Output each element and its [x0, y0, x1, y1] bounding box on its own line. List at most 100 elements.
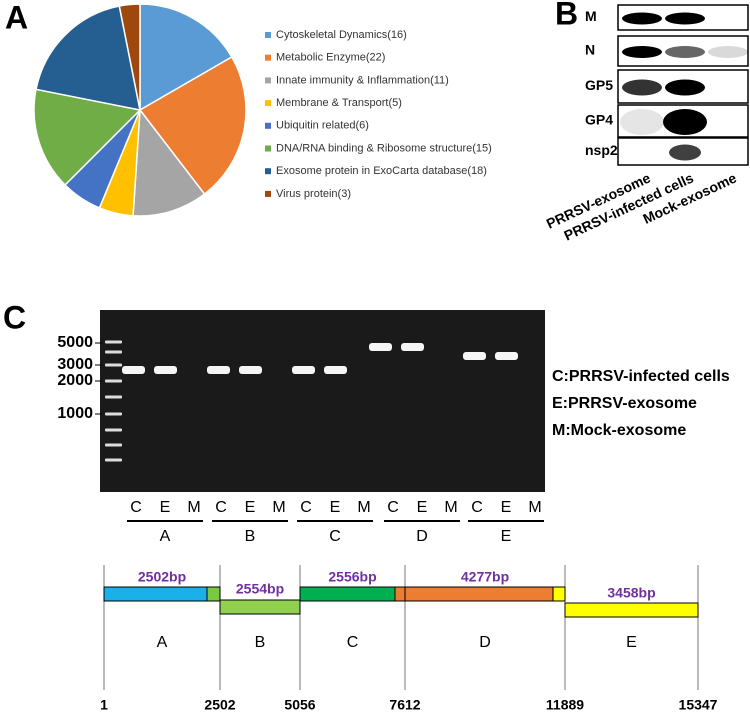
map-position: 2502	[204, 697, 235, 713]
group-label: E	[501, 528, 512, 545]
fragment-size: 4277bp	[461, 569, 509, 585]
gel-legend: C:PRRSV-infected cells	[552, 368, 730, 385]
legend-swatch	[265, 32, 271, 38]
lane-label: E	[330, 499, 341, 516]
lane-label: C	[300, 499, 312, 516]
blot-band	[622, 46, 662, 58]
group-label: B	[245, 528, 256, 545]
gel-band	[463, 352, 486, 360]
blot-band	[665, 46, 705, 58]
legend-swatch	[265, 168, 271, 175]
map-position: 15347	[679, 697, 718, 713]
fragment-letter: A	[157, 634, 168, 651]
lane-label: M	[272, 499, 285, 516]
fragment-letter: C	[347, 634, 359, 651]
blot-band	[622, 12, 662, 25]
ladder-band	[105, 363, 122, 367]
map-fragment	[552, 586, 566, 602]
map-fragment	[103, 586, 208, 602]
group-label: A	[160, 528, 171, 545]
ladder-label: 3000	[57, 356, 93, 373]
legend-label: Membrane & Transport(5)	[276, 97, 402, 109]
gel-band	[495, 352, 518, 360]
map-position: 11889	[546, 697, 584, 713]
ladder-band	[105, 443, 122, 447]
legend-label: Cytoskeletal Dynamics(16)	[276, 29, 407, 41]
gel-band	[292, 366, 315, 374]
legend-swatch	[265, 190, 271, 197]
legend-swatch	[265, 77, 271, 84]
legend-label: Metabolic Enzyme(22)	[276, 52, 385, 64]
panel-label: A	[5, 0, 28, 35]
pie-slice	[138, 55, 247, 196]
lane-label: M	[528, 499, 541, 516]
legend-swatch	[265, 100, 271, 107]
map-position: 1	[100, 697, 108, 713]
blot-band	[669, 144, 701, 161]
ladder-band	[105, 379, 122, 383]
blot-row-label: N	[585, 42, 595, 58]
lane-label: E	[160, 499, 171, 516]
gel-band	[122, 366, 145, 374]
fragment-size: 3458bp	[607, 585, 655, 601]
fragment-size: 2556bp	[328, 569, 376, 585]
blot-band	[620, 109, 664, 135]
blot-band	[663, 109, 707, 135]
fragment-letter: B	[255, 634, 266, 651]
gel-band	[369, 343, 392, 351]
fragment-size: 2502bp	[138, 569, 186, 585]
group-label: D	[416, 528, 428, 545]
blot-band	[708, 46, 748, 58]
gel-legend: M:Mock-exosome	[552, 422, 686, 439]
group-label: C	[329, 528, 341, 545]
ladder-band	[105, 412, 122, 416]
legend-swatch	[265, 54, 271, 61]
gel-legend: E:PRRSV-exosome	[552, 395, 697, 412]
legend-swatch	[265, 145, 271, 152]
legend-swatch	[265, 122, 271, 129]
blot-row-label: GP5	[585, 77, 613, 93]
panel-label: C	[3, 299, 26, 335]
blot-band	[622, 79, 662, 96]
lane-label: E	[245, 499, 256, 516]
ladder-band	[105, 340, 122, 344]
gel-band	[239, 366, 262, 374]
map-position: 5056	[284, 697, 315, 713]
pie-slice	[33, 88, 142, 187]
lane-label: M	[444, 499, 457, 516]
legend-label: DNA/RNA binding & Ribosome structure(15)	[276, 142, 492, 154]
blot-row-label: nsp2	[585, 142, 618, 158]
gel-band	[401, 343, 424, 351]
gel-band	[154, 366, 177, 374]
legend-label: Innate immunity & Inflammation(11)	[276, 74, 449, 86]
legend-label: Exosome protein in ExoCarta database(18)	[276, 165, 487, 177]
legend-label: Ubiquitin related(6)	[276, 120, 369, 132]
map-position: 7612	[389, 697, 420, 713]
fragment-size: 2554bp	[236, 581, 284, 597]
map-fragment	[564, 602, 699, 618]
fragment-letter: D	[479, 634, 491, 651]
lane-label: C	[130, 499, 142, 516]
pie-slice	[139, 3, 233, 112]
gel-band	[324, 366, 347, 374]
gel-band	[207, 366, 230, 374]
pie-slice	[132, 107, 206, 217]
lane-label: C	[471, 499, 483, 516]
lane-label: M	[187, 499, 200, 516]
gel	[100, 310, 545, 492]
map-fragment	[206, 586, 221, 602]
map-fragment	[394, 586, 406, 602]
map-fragment	[404, 586, 554, 602]
ladder-label: 5000	[57, 334, 93, 351]
blot-band	[665, 79, 705, 96]
pie-slice	[118, 3, 141, 111]
blot-row-label: GP4	[585, 112, 613, 128]
ladder-band	[105, 428, 122, 432]
map-fragment	[219, 599, 301, 615]
lane-label: E	[417, 499, 428, 516]
lane-label: C	[215, 499, 227, 516]
ladder-label: 2000	[57, 372, 93, 389]
fragment-letter: E	[626, 634, 637, 651]
blot-band	[665, 12, 705, 25]
